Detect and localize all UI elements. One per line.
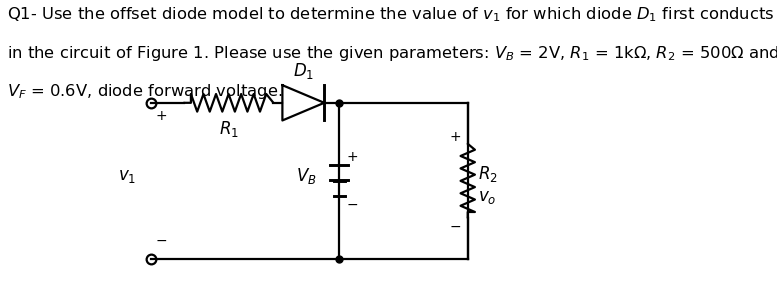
Text: $v_1$: $v_1$ bbox=[117, 168, 136, 186]
Text: +: + bbox=[450, 130, 462, 144]
Text: $R_1$: $R_1$ bbox=[218, 119, 239, 139]
Text: $R_2$: $R_2$ bbox=[479, 164, 498, 184]
Text: Q1- Use the offset diode model to determine the value of $v_1$ for which diode $: Q1- Use the offset diode model to determ… bbox=[7, 6, 775, 24]
Text: $V_B$: $V_B$ bbox=[296, 166, 316, 186]
Text: $v_o$: $v_o$ bbox=[479, 188, 497, 206]
Text: $V_F$ = 0.6V, diode forward voltage.: $V_F$ = 0.6V, diode forward voltage. bbox=[7, 82, 283, 101]
Text: −: − bbox=[156, 234, 167, 248]
Text: $D_1$: $D_1$ bbox=[293, 61, 314, 81]
Text: +: + bbox=[347, 150, 358, 164]
Text: +: + bbox=[156, 109, 167, 123]
Text: −: − bbox=[347, 198, 358, 212]
Text: −: − bbox=[450, 220, 462, 234]
Text: in the circuit of Figure 1. Please use the given parameters: $V_B$ = 2V, $R_1$ =: in the circuit of Figure 1. Please use t… bbox=[7, 44, 777, 63]
